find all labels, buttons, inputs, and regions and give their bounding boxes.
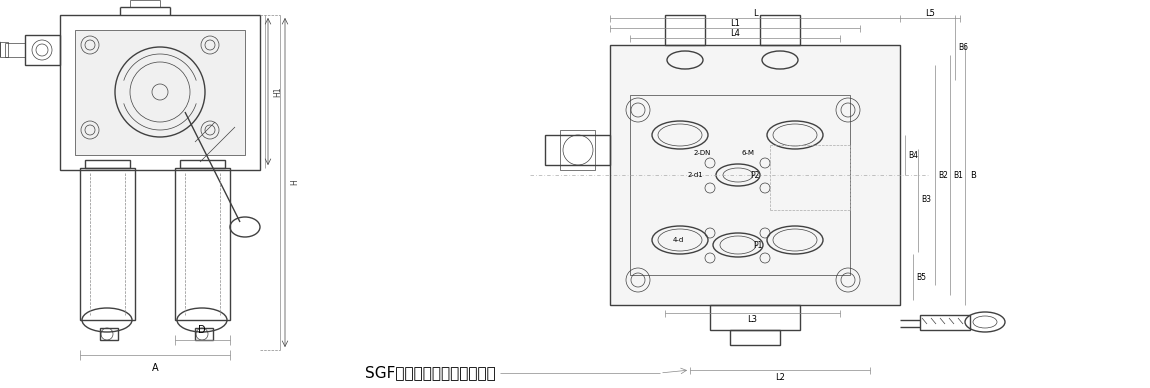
Text: L4: L4 bbox=[730, 29, 739, 38]
Text: 4-d: 4-d bbox=[673, 237, 683, 243]
Text: L: L bbox=[753, 9, 758, 19]
Bar bbox=[175, 168, 230, 320]
Bar bbox=[196, 328, 213, 340]
Text: 6-M: 6-M bbox=[742, 150, 754, 156]
Text: B: B bbox=[969, 170, 976, 180]
Bar bbox=[60, 15, 260, 170]
Bar bbox=[610, 45, 900, 305]
Bar bbox=[760, 15, 800, 45]
Text: L1: L1 bbox=[730, 19, 739, 28]
Text: P2: P2 bbox=[750, 170, 760, 180]
Bar bbox=[630, 95, 850, 275]
Text: 2-DN: 2-DN bbox=[693, 150, 711, 156]
Text: B6: B6 bbox=[958, 43, 968, 52]
Text: L2: L2 bbox=[775, 372, 785, 381]
Bar bbox=[181, 160, 225, 168]
Text: H: H bbox=[290, 180, 299, 185]
Bar bbox=[75, 30, 245, 155]
Bar bbox=[920, 315, 969, 330]
Bar bbox=[0, 42, 8, 57]
Bar bbox=[665, 15, 705, 45]
Bar bbox=[710, 305, 800, 330]
Text: B2: B2 bbox=[938, 170, 948, 180]
Bar bbox=[730, 330, 780, 345]
Text: L3: L3 bbox=[748, 315, 757, 324]
Bar bbox=[25, 35, 60, 65]
Text: B3: B3 bbox=[921, 196, 932, 204]
Text: P1: P1 bbox=[753, 241, 762, 249]
Text: B1: B1 bbox=[953, 170, 963, 180]
Text: H1: H1 bbox=[273, 86, 282, 97]
Bar bbox=[560, 130, 595, 170]
Text: SGF系列外形尺寸（可定制）: SGF系列外形尺寸（可定制） bbox=[365, 365, 496, 381]
Text: B5: B5 bbox=[917, 272, 926, 282]
Bar bbox=[81, 168, 135, 320]
Bar bbox=[85, 160, 130, 168]
Text: 2-d1: 2-d1 bbox=[688, 172, 703, 178]
Bar bbox=[100, 328, 118, 340]
Text: D: D bbox=[198, 325, 206, 335]
Bar bbox=[545, 135, 610, 165]
Text: B4: B4 bbox=[908, 151, 918, 159]
Text: L5: L5 bbox=[925, 9, 935, 19]
Text: A: A bbox=[152, 363, 159, 373]
